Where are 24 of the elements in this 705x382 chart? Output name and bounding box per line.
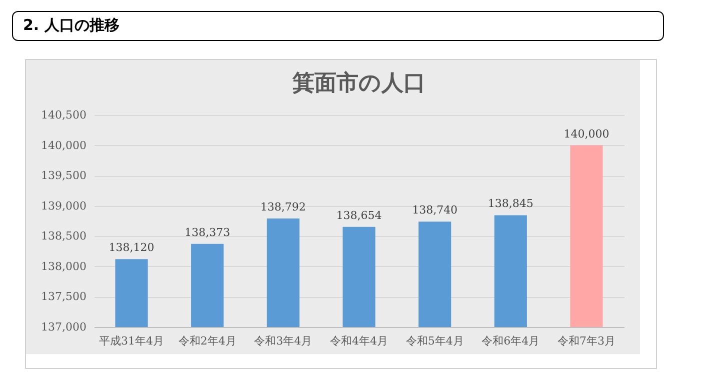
y-tick-label: 139,500 (41, 169, 86, 182)
data-label: 138,740 (412, 204, 458, 217)
data-label: 138,792 (260, 200, 306, 214)
y-tick-label: 138,500 (41, 230, 86, 243)
y-tick-label: 140,000 (41, 138, 86, 152)
y-tick-label: 139,000 (41, 199, 86, 212)
data-label: 140,000 (564, 127, 610, 140)
x-tick-label: 令和5年4月 (406, 334, 464, 348)
x-tick-label: 令和6年4月 (482, 334, 540, 348)
x-tick-label: 令和4年4月 (330, 334, 388, 348)
x-tick-label: 平成31年4月 (99, 334, 164, 348)
y-tick-label: 140,500 (41, 108, 86, 122)
x-tick-label: 令和2年4月 (178, 334, 236, 348)
y-tick-label: 138,000 (41, 260, 86, 273)
x-tick-label: 令和3年4月 (254, 334, 312, 348)
data-label: 138,373 (184, 226, 230, 239)
data-label: 138,120 (108, 241, 154, 254)
chart-title: 箕面市の人口 (292, 70, 426, 96)
x-tick-label: 令和7年3月 (557, 334, 616, 348)
data-label: 138,654 (336, 208, 382, 222)
text: 2. 人口の推移 (12, 11, 664, 41)
y-tick-label: 137,500 (41, 290, 86, 304)
y-tick-label: 137,000 (41, 320, 86, 334)
data-label: 138,845 (488, 197, 534, 210)
